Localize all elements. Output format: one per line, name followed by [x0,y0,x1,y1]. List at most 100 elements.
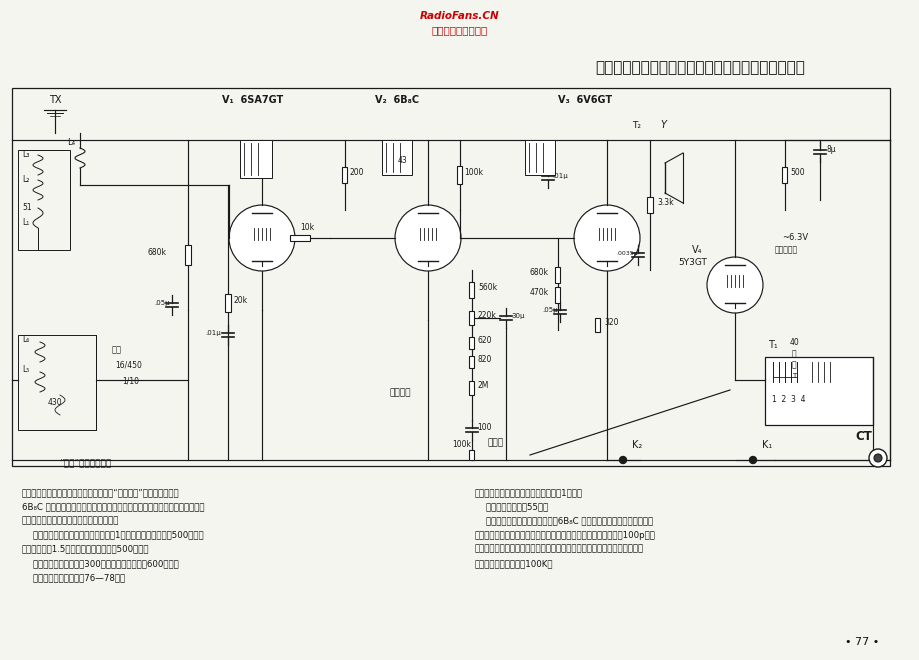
Text: .01μ: .01μ [205,330,221,336]
Circle shape [573,205,640,271]
Text: 双速: 双速 [112,345,122,354]
Text: 16/450: 16/450 [115,361,142,370]
Text: L₂: L₂ [22,175,29,184]
Bar [555,287,560,303]
Bar [782,167,787,183]
Text: 末接地。电位器两端之电容器值稍大。天线输入端子只有一个，加入了电唱: 末接地。电位器两端之电容器值稍大。天线输入端子只有一个，加入了电唱 [474,544,643,554]
Text: L₃: L₃ [22,150,29,159]
Bar [765,357,872,425]
Text: 和平牌交流四管收唱两用机（原天津无线电厂产品）: 和平牌交流四管收唱两用机（原天津无线电厂产品） [595,61,804,75]
Text: 43: 43 [398,156,407,165]
Text: 500: 500 [789,168,804,177]
Text: 3.3k: 3.3k [656,198,673,207]
Text: L₅: L₅ [22,365,29,374]
Text: L₁: L₁ [22,218,29,227]
Text: 820: 820 [478,355,492,364]
Text: 捡波切片时为1.5瓦，最大不失真功率为500毫瓦。: 捡波切片时为1.5瓦，最大不失真功率为500毫瓦。 [22,544,150,554]
Text: “和平”四管收唱两用: “和平”四管收唱两用 [59,458,111,467]
Text: 8μ: 8μ [826,145,835,154]
Text: ~6.3V: ~6.3V [781,233,807,242]
Text: 机，实际功效与五灯超外差式收音机相似。: 机，实际功效与五灯超外差式收音机相似。 [22,516,119,525]
Bar [555,267,560,283]
Text: .05μ: .05μ [153,300,169,306]
Text: 220k: 220k [478,311,496,320]
Bar [289,235,310,241]
Text: .05μ: .05μ [541,307,557,313]
Text: 200: 200 [349,168,364,177]
Text: 620: 620 [478,336,492,345]
Text: 1/10: 1/10 [122,377,139,386]
Text: RadioFans.CN: RadioFans.CN [420,11,499,21]
Bar [469,356,474,368]
Circle shape [394,205,460,271]
Text: 电源消耗功率，约55瓦。: 电源消耗功率，约55瓦。 [474,502,548,512]
Circle shape [229,205,295,271]
Bar [469,282,474,298]
Text: 5Y3GT: 5Y3GT [677,258,706,267]
Bar [185,245,191,265]
Circle shape [749,457,755,463]
Bar [381,140,412,175]
Text: 本机与北京牌线路相异处如下：6B₈C 的阳极电阻阻值稍大，阴极上接: 本机与北京牌线路相异处如下：6B₈C 的阳极电阻阻值稍大，阴极上接 [474,516,652,525]
Text: 灵敏度，中波段不大于300微伏，短波段不大于600微伏。: 灵敏度，中波段不大于300微伏，短波段不大于600微伏。 [22,559,178,568]
Text: 51: 51 [22,203,31,212]
Circle shape [618,457,626,463]
Text: 40: 40 [789,338,799,347]
Text: 余: 余 [791,360,796,369]
Text: 430: 430 [48,398,62,407]
Text: 灯丝管灯丝: 灯丝管灯丝 [774,245,798,254]
Text: CT: CT [854,430,871,443]
Bar [646,197,652,213]
Text: 100: 100 [476,423,491,432]
Text: 1  2  3  4: 1 2 3 4 [771,395,805,404]
Text: 2M: 2M [478,381,489,390]
Text: 680k: 680k [148,248,167,257]
Text: 680k: 680k [529,268,549,277]
Circle shape [706,257,762,313]
Text: V₃  6V6GT: V₃ 6V6GT [558,95,611,105]
Circle shape [873,454,881,462]
Text: T₁: T₁ [767,340,777,350]
Bar [457,166,462,184]
Text: L₆: L₆ [22,335,29,344]
Text: 6B₈C 能起二个电子管的作用（按来复式电路工作），因此，虽然为四管收音: 6B₈C 能起二个电子管的作用（按来复式电路工作），因此，虽然为四管收音 [22,502,204,512]
Bar [240,140,272,178]
Text: 明头型式，晶体唱头（输出电压不低于1伏）。: 明头型式，晶体唱头（输出电压不低于1伏）。 [474,488,583,497]
Text: 头设备和高音滤波电阻100K。: 头设备和高音滤波电阻100K。 [474,559,553,568]
Bar [18,335,96,430]
Text: 收音机爱好者资料库: 收音机爱好者资料库 [431,25,488,35]
Text: 320: 320 [604,318,618,327]
Text: 【说明】本机和北京牌交流四管机均系仿“奥斯科人”牌产品。电子管: 【说明】本机和北京牌交流四管机均系仿“奥斯科人”牌产品。电子管 [22,488,179,497]
Bar [225,294,231,312]
Text: 唱头输入: 唱头输入 [390,388,411,397]
Text: V₄: V₄ [691,245,702,255]
Text: 100k: 100k [451,440,471,449]
Bar [12,88,889,466]
Bar [469,381,474,395]
Text: • 77 •: • 77 • [844,637,879,647]
Text: 560k: 560k [478,283,496,292]
Bar [18,150,70,250]
Text: 20k: 20k [233,296,248,305]
Text: T₂: T₂ [631,121,641,130]
Bar [469,311,474,325]
Text: .01μ: .01μ [551,173,567,179]
Bar [595,318,600,332]
Text: 100k: 100k [463,168,482,177]
Text: 电唱机: 电唱机 [487,438,504,447]
Text: L₄: L₄ [67,138,75,147]
Text: 30μ: 30μ [510,313,524,319]
Bar [525,140,554,175]
Text: 470k: 470k [529,288,549,297]
Text: 输出功率，本机收音部分输出功率为1瓦，最大不失真功率为500毫瓦。: 输出功率，本机收音部分输出功率为1瓦，最大不失真功率为500毫瓦。 [22,531,203,540]
Bar [342,167,347,183]
Text: K₁: K₁ [761,440,771,450]
Text: TX: TX [49,95,62,105]
Text: V₂  6B₈C: V₂ 6B₈C [375,95,419,105]
Text: V₁  6SA7GT: V₁ 6SA7GT [221,95,283,105]
Text: 有旁路电容，因而不产生电流负回授作用。电位器衬管中心接头之100p电容: 有旁路电容，因而不产生电流负回授作用。电位器衬管中心接头之100p电容 [474,531,655,540]
Text: 余: 余 [791,349,796,358]
Circle shape [868,449,886,467]
Text: T: T [791,373,795,379]
Text: 电唱转盘转速，每分钟76—78转。: 电唱转盘转速，每分钟76—78转。 [22,573,125,582]
